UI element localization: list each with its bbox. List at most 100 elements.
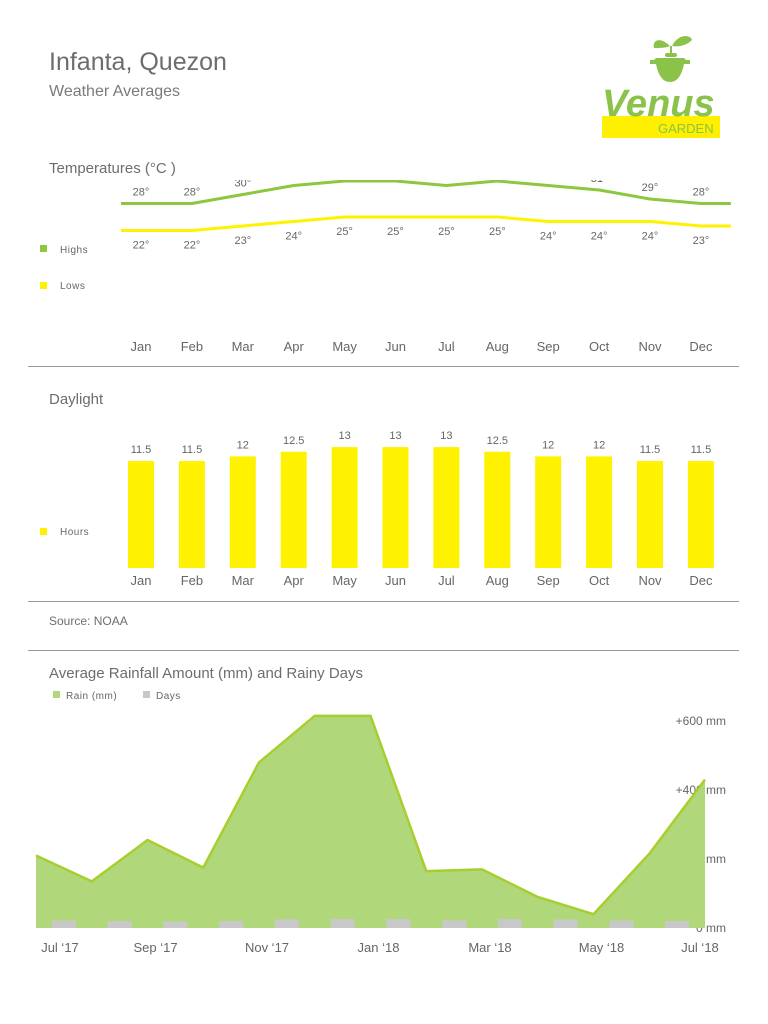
rainy-days-bar — [665, 921, 690, 928]
lows-data-label: 24° — [285, 231, 302, 243]
bar-data-label: 12.5 — [487, 435, 508, 447]
x-tick-label: Oct — [589, 339, 610, 354]
highs-data-label: 32° — [285, 180, 302, 181]
x-tick-label: Aug — [486, 339, 509, 354]
legend-swatch-hours — [40, 528, 47, 535]
bar-data-label: 12 — [593, 439, 605, 451]
daylight-bar — [128, 461, 154, 568]
lows-data-label: 25° — [336, 226, 353, 238]
legend-swatch-highs — [40, 245, 47, 252]
highs-data-label: 32° — [540, 180, 557, 181]
bar-data-label: 12 — [542, 439, 554, 451]
daylight-bar — [687, 461, 714, 568]
legend-swatch-lows — [40, 282, 47, 289]
pot-icon — [650, 36, 692, 82]
daylight-bar — [331, 447, 358, 568]
highs-data-label: 29° — [642, 182, 659, 194]
x-tick-label: Jan ‘18 — [358, 940, 400, 955]
x-tick-label: Apr — [284, 339, 305, 354]
temperature-chart: HighsLows28°28°30°32°33°33°32°33°32°31°2… — [40, 180, 731, 354]
legend-swatch-rain — [53, 691, 60, 698]
x-tick-label: May ‘18 — [579, 940, 625, 955]
daylight-bar — [535, 456, 562, 568]
lows-data-label: 23° — [693, 235, 710, 247]
rain-line — [35, 714, 706, 916]
x-tick-label: Nov — [638, 573, 662, 588]
daylight-heading: Daylight — [49, 391, 104, 408]
source-note: Source: NOAA — [49, 614, 128, 628]
x-tick-label: Jul — [438, 573, 455, 588]
rainy-days-bar — [274, 919, 299, 928]
rainy-days-bar — [553, 919, 578, 928]
bar-data-label: 13 — [440, 430, 452, 442]
x-tick-label: Dec — [689, 573, 713, 588]
daylight-bar — [382, 447, 409, 568]
bar-data-label: 11.5 — [640, 444, 661, 456]
y-tick-label: +600 mm — [676, 714, 726, 728]
divider — [28, 366, 739, 367]
daylight-bar — [229, 456, 256, 568]
lows-data-label: 24° — [591, 231, 608, 243]
bar-data-label: 13 — [338, 430, 350, 442]
lows-data-label: 23° — [234, 235, 251, 247]
bar-data-label: 11.5 — [131, 444, 152, 456]
x-tick-label: Dec — [689, 339, 713, 354]
highs-data-label: 32° — [438, 180, 455, 181]
rainy-days-bar — [163, 921, 188, 928]
rainy-days-bar — [330, 919, 355, 928]
daylight-bar — [637, 461, 663, 568]
x-tick-label: Sep — [537, 339, 560, 354]
highs-data-label: 28° — [693, 187, 710, 199]
highs-data-label: 28° — [184, 187, 201, 199]
x-tick-label: Nov — [638, 339, 662, 354]
x-tick-label: Mar — [232, 573, 255, 588]
x-tick-label: Jul ‘17 — [41, 940, 79, 955]
rainy-days-bar — [107, 921, 132, 928]
highs-line — [121, 180, 731, 205]
x-tick-label: Jun — [385, 573, 406, 588]
daylight-bar — [178, 461, 205, 568]
x-tick-label: Sep ‘17 — [133, 940, 177, 955]
daylight-chart: Hours 11.5 11.5 12 12.5 13 13 13 12.5 12 12 11.5 11.… — [40, 430, 714, 588]
x-tick-label: Jul — [438, 339, 455, 354]
daylight-bar — [280, 451, 307, 568]
rainy-days-bar — [609, 920, 634, 928]
daylight-bar — [484, 451, 511, 568]
x-tick-label: Jan — [131, 339, 152, 354]
x-tick-label: Mar ‘18 — [468, 940, 511, 955]
x-tick-label: Apr — [284, 573, 305, 588]
highs-data-label: 30° — [234, 180, 251, 190]
page-subtitle: Weather Averages — [49, 83, 181, 100]
rainy-days-bar — [51, 920, 76, 928]
lows-data-label: 25° — [387, 226, 404, 238]
x-tick-label: Aug — [486, 573, 509, 588]
rainy-days-bar — [386, 919, 411, 928]
x-tick-label: Mar — [232, 339, 255, 354]
rain-area — [36, 715, 705, 928]
bar-data-label: 12.5 — [283, 435, 304, 447]
legend-label-rain: Rain (mm) — [66, 691, 117, 702]
x-tick-label: Jun — [385, 339, 406, 354]
legend-label-days: Days — [156, 691, 181, 702]
legend-label-highs: Highs — [60, 245, 88, 256]
divider — [28, 650, 739, 651]
x-tick-label: Nov ‘17 — [245, 940, 289, 955]
lows-line — [121, 215, 731, 232]
rainy-days-bar — [219, 921, 244, 928]
rainy-days-bar — [497, 919, 522, 928]
highs-data-label: 31° — [591, 180, 608, 185]
svg-text:Venus: Venus — [602, 83, 715, 125]
legend-swatch-days — [143, 691, 150, 698]
x-tick-label: May — [332, 339, 357, 354]
bar-data-label: 12 — [237, 439, 249, 451]
page-title: Infanta, Quezon — [49, 48, 227, 76]
highs-data-label: 28° — [133, 187, 150, 199]
venus-garden-logo: Venus GARDEN — [602, 36, 720, 138]
x-tick-label: May — [332, 573, 357, 588]
bar-data-label: 11.5 — [691, 444, 712, 456]
divider — [28, 601, 739, 602]
lows-data-label: 25° — [489, 226, 506, 238]
x-tick-label: Feb — [181, 573, 203, 588]
x-tick-label: Sep — [537, 573, 560, 588]
